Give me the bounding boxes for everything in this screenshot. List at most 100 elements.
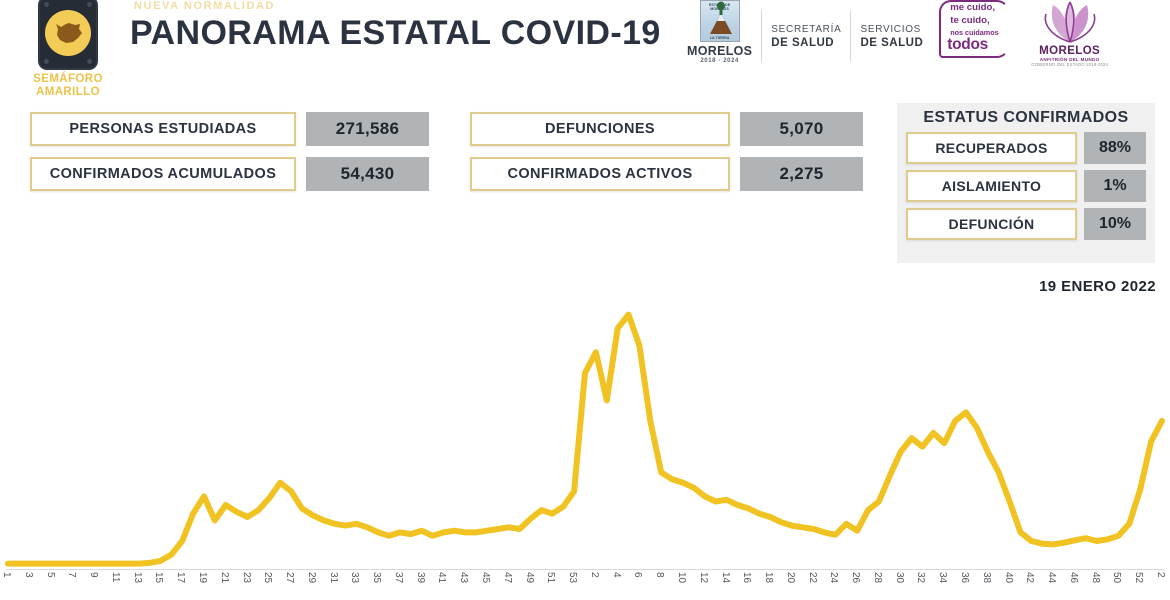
morelos-flower-logo: MORELOS ANFITRIÓN DEL MUNDO GOBIERNO DEL…	[1022, 0, 1117, 72]
estatus-value: 1%	[1084, 170, 1146, 202]
x-axis-line	[6, 569, 1164, 570]
date-stamp: 19 ENERO 2022	[1039, 278, 1156, 295]
x-tick-label: 3	[22, 572, 34, 578]
x-axis-tick-labels: 1 3 5 7 9 11 13 15 17 19 21 23 25 27 29 31 33 35 37 39 41 43 4…	[0, 570, 1170, 600]
x-tick-label: 1	[1, 572, 12, 578]
stat-confirmados-activos: CONFIRMADOS ACTIVOS 2,275	[470, 157, 863, 191]
stat-value: 54,430	[306, 157, 429, 191]
x-tick-label: 44	[1046, 572, 1058, 584]
stat-defunciones: DEFUNCIONES 5,070	[470, 112, 863, 146]
estatus-label: RECUPERADOS	[906, 132, 1077, 164]
x-tick-label: 46	[1067, 572, 1079, 584]
x-tick-label: 7	[66, 572, 78, 578]
stat-personas-estudiadas: PERSONAS ESTUDIADAS 271,586	[30, 112, 429, 146]
supertitle: NUEVA NORMALIDAD	[134, 0, 276, 12]
stat-label: CONFIRMADOS ACTIVOS	[470, 157, 730, 191]
stat-value: 5,070	[740, 112, 863, 146]
x-tick-label: 48	[1089, 572, 1101, 584]
x-tick-label: 25	[262, 572, 274, 584]
x-tick-label: 2	[588, 572, 600, 578]
stat-label: CONFIRMADOS ACUMULADOS	[30, 157, 296, 191]
x-tick-label: 20	[784, 572, 796, 584]
stat-label: PERSONAS ESTUDIADAS	[30, 112, 296, 146]
flower-wordmark: MORELOS	[1039, 45, 1101, 57]
x-tick-label: 4	[610, 572, 622, 578]
cuido-line3: nos cuidamos	[950, 28, 999, 37]
x-tick-label: 17	[175, 572, 187, 584]
x-tick-label: 40	[1002, 572, 1014, 584]
x-tick-label: 23	[240, 572, 252, 584]
x-tick-label: 14	[719, 572, 731, 584]
x-tick-label: 5	[44, 572, 56, 578]
secretaria-line1: SECRETARÍA	[771, 23, 842, 35]
semaforo-label-line1: SEMÁFORO	[33, 73, 103, 85]
x-tick-label: 18	[763, 572, 775, 584]
x-tick-label: 41	[436, 572, 448, 584]
speech-bubble-icon	[939, 0, 1010, 58]
me-cuido-logo: me cuido, te cuido, nos cuidamos todos	[932, 0, 1022, 72]
screw-icon	[87, 59, 92, 64]
estatus-row-defuncion: DEFUNCIÓN 10%	[906, 208, 1146, 240]
morelos-seal-icon: ESTADO DE MORELOS LA TIERRA	[699, 0, 740, 42]
x-tick-label: 31	[327, 572, 339, 584]
cuido-line2: te cuido,	[950, 15, 990, 26]
flower-sub2: GOBIERNO DEL ESTADO 2018-2024	[1031, 62, 1109, 67]
flower-sub1: ANFITRIÓN DEL MUNDO	[1039, 57, 1100, 62]
page-title: PANORAMA ESTATAL COVID-19	[130, 14, 661, 52]
semaforo-bulb-yellow	[45, 10, 91, 56]
chart-line-svg	[5, 311, 1165, 567]
x-tick-label: 32	[915, 572, 927, 584]
semaforo-label-line2: AMARILLO	[36, 85, 100, 98]
estatus-value: 10%	[1084, 208, 1146, 240]
screw-icon	[44, 2, 49, 7]
x-tick-label: 15	[153, 572, 165, 584]
x-tick-label: 52	[1133, 572, 1145, 584]
x-tick-label: 13	[131, 572, 143, 584]
x-tick-label: 29	[305, 572, 317, 584]
stat-confirmados-acumulados: CONFIRMADOS ACUMULADOS 54,430	[30, 157, 429, 191]
x-tick-label: 2	[1155, 572, 1166, 578]
x-tick-label: 22	[806, 572, 818, 584]
x-tick-label: 19	[196, 572, 208, 584]
x-tick-label: 34	[937, 572, 949, 584]
seal-wordmark: MORELOS	[687, 44, 753, 58]
x-tick-label: 49	[523, 572, 535, 584]
x-tick-label: 24	[828, 572, 840, 584]
chart-plot-area	[0, 212, 1170, 569]
logo-divider	[761, 10, 763, 62]
x-tick-label: 10	[675, 572, 687, 584]
secretaria-salud-logo: SECRETARÍA DE SALUD	[762, 0, 850, 72]
estatus-label: DEFUNCIÓN	[906, 208, 1077, 240]
logo-divider	[850, 10, 852, 62]
traffic-light-icon	[38, 0, 98, 70]
estatus-value: 88%	[1084, 132, 1146, 164]
stat-label: DEFUNCIONES	[470, 112, 730, 146]
stat-value: 271,586	[306, 112, 429, 146]
x-tick-label: 45	[480, 572, 492, 584]
x-tick-label: 8	[654, 572, 666, 578]
x-tick-label: 36	[959, 572, 971, 584]
servicios-line2: DE SALUD	[860, 36, 924, 49]
servicios-line1: SERVICIOS	[860, 23, 922, 35]
x-tick-label: 12	[697, 572, 709, 584]
x-tick-label: 30	[893, 572, 905, 584]
servicios-salud-logo: SERVICIOS DE SALUD	[851, 0, 932, 72]
x-tick-label: 35	[371, 572, 383, 584]
x-tick-label: 51	[545, 572, 557, 584]
title-block: NUEVA NORMALIDAD PANORAMA ESTATAL COVID-…	[130, 0, 661, 54]
estatus-confirmados-panel: ESTATUS CONFIRMADOS RECUPERADOS 88% AISL…	[897, 103, 1155, 263]
morelos-seal-logo: ESTADO DE MORELOS LA TIERRA MORELOS 2018…	[678, 0, 761, 72]
x-tick-label: 43	[458, 572, 470, 584]
x-tick-label: 21	[218, 572, 230, 584]
stat-value: 2,275	[740, 157, 863, 191]
estatus-title: ESTATUS CONFIRMADOS	[923, 109, 1129, 126]
screw-icon	[87, 2, 92, 7]
x-tick-label: 38	[980, 572, 992, 584]
seal-years: 2018 - 2024	[700, 58, 739, 64]
x-tick-label: 33	[349, 572, 361, 584]
cuido-line1: me cuido,	[950, 2, 996, 13]
semaforo-indicator: SEMÁFORO AMARILLO	[24, 0, 112, 98]
covid-case-line	[5, 311, 1165, 567]
x-tick-label: 47	[501, 572, 513, 584]
